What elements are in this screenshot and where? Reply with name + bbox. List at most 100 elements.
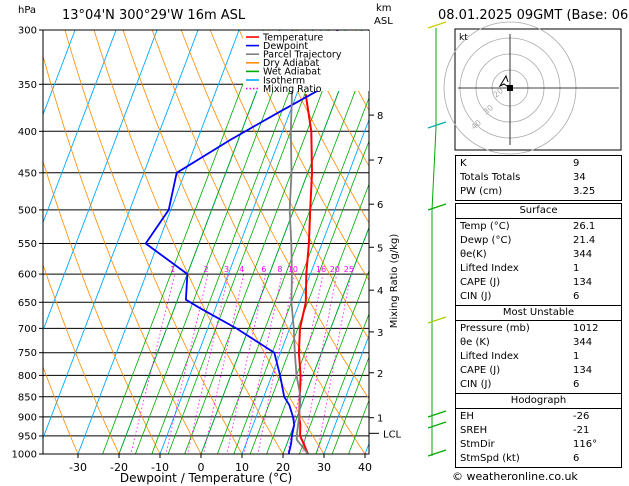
- wet-adiabat-line: [331, 355, 369, 454]
- isotherm-line: [43, 30, 76, 116]
- pressure-tick-label: 850: [18, 392, 37, 403]
- datetime-title: 08.01.2025 09GMT (Base: 06): [438, 8, 629, 23]
- isotherm-line: [0, 0, 18, 471]
- mixing-ratio-label: 6: [261, 265, 266, 274]
- wet-adiabat-line: [200, 30, 363, 454]
- dry-adiabat-line: [43, 263, 120, 454]
- pressure-tick-label: 750: [18, 348, 37, 359]
- mu-row-cin: CIN (J) 6: [460, 379, 580, 390]
- x-axis-label: Dewpoint / Temperature (°C): [120, 471, 292, 485]
- mixing-ratio-line: [316, 274, 352, 454]
- pressure-tick-label: 650: [18, 298, 37, 309]
- mixing-ratio-label: 2: [203, 265, 208, 274]
- mu-row-li: Lifted Index 1: [460, 351, 580, 362]
- isotherm-line: [241, 118, 369, 454]
- temperature-tick-label: 10: [235, 461, 249, 474]
- temperature-tick-label: -30: [69, 461, 87, 474]
- km-tick-label: 6: [377, 200, 383, 211]
- temperature-tick-label: -10: [151, 461, 169, 474]
- mixing-ratio-label: 4: [239, 265, 244, 274]
- mu-row-thetae: θe (K) 344: [460, 337, 593, 348]
- isotherm-line: [323, 334, 369, 454]
- legend-entry: Isotherm: [263, 75, 305, 86]
- pressure-tick-label: 300: [18, 26, 37, 37]
- dry-adiabat-line: [209, 30, 369, 340]
- legend-entry: Parcel Trajectory: [263, 50, 342, 61]
- mu-row-pressure: Pressure (mb) 1012: [460, 323, 599, 334]
- pressure-tick-label: 800: [18, 371, 37, 382]
- most-unstable-table: Most Unstable Pressure (mb) 1012 θe (K) 34…: [455, 305, 622, 394]
- pressure-tick-label: 500: [18, 205, 37, 216]
- legend-entry: Temperature: [262, 32, 323, 43]
- lcl-label: LCL: [383, 429, 402, 440]
- wind-barb: [427, 316, 447, 324]
- mixing-ratio-label: 8: [277, 265, 282, 274]
- wet-adiabat-line: [266, 183, 369, 454]
- surface-row-cape: CAPE (J) 134: [460, 277, 593, 288]
- km-tick-label: 7: [377, 156, 383, 167]
- legend-entry: Wet Adiabat: [263, 67, 321, 78]
- location-title: 13°04'N 300°29'W 16m ASL: [62, 8, 246, 23]
- dry-adiabat-line: [64, 30, 243, 454]
- temperature-tick-label: 0: [198, 461, 205, 474]
- pressure-tick-label: 350: [18, 80, 37, 91]
- legend-entry: Dewpoint: [263, 41, 308, 52]
- isotherm-line: [43, 30, 199, 440]
- wet-adiabat-line: [348, 399, 369, 454]
- legend-box: [243, 31, 369, 91]
- most-unstable-title: Most Unstable: [456, 306, 621, 321]
- isotherm-line: [159, 30, 322, 454]
- wind-barb: [427, 21, 447, 29]
- surface-row-li: Lifted Index 1: [460, 263, 580, 274]
- wet-adiabat-line: [134, 30, 297, 454]
- storm-motion-marker: [507, 85, 513, 91]
- temperature-tick-label: 20: [276, 461, 290, 474]
- legend-entry: Mixing Ratio: [263, 84, 322, 95]
- pressure-tick-label: 900: [18, 412, 37, 423]
- surface-row-dewp: Dewp (°C) 21.4: [460, 235, 596, 246]
- surface-table: Surface Temp (°C) 26.1 Dewp (°C) 21.4 θe(K…: [455, 203, 622, 306]
- hodo-row-stmdir: StmDir 116°: [460, 439, 598, 450]
- wet-adiabat-line: [298, 269, 369, 454]
- index-row-totals: Totals Totals 34: [460, 172, 586, 183]
- pressure-tick-label: 1000: [12, 450, 37, 461]
- mixing-ratio-line: [165, 274, 209, 454]
- hodo-row-sreh: SREH -21: [460, 425, 590, 436]
- hodo-row-eh: EH -26: [460, 411, 590, 422]
- hodo-row-stmspd: StmSpd (kt) 6: [460, 453, 580, 464]
- surface-row-thetae: θe(K) 344: [460, 249, 593, 260]
- temperature-tick-label: 40: [358, 461, 372, 474]
- surface-row-temp: Temp (°C) 26.1: [460, 221, 596, 232]
- wind-barb: [427, 121, 447, 129]
- mixing-ratio-line: [130, 274, 176, 454]
- wind-barb: [427, 449, 447, 457]
- asl-label: ASL: [374, 16, 393, 27]
- surface-row-cin: CIN (J) 6: [460, 291, 580, 302]
- copyright: © weatheronline.co.uk: [452, 470, 578, 483]
- km-tick-label: 8: [377, 111, 383, 122]
- wet-adiabat-line: [249, 139, 369, 454]
- pressure-tick-label: 450: [18, 168, 37, 179]
- temperature-tick-label: 30: [317, 461, 331, 474]
- wet-adiabat-line: [151, 30, 314, 454]
- dry-adiabat-line: [43, 54, 202, 454]
- isotherm-line: [77, 30, 240, 454]
- wet-adiabat-line: [167, 30, 330, 454]
- km-tick-label: 3: [377, 328, 383, 339]
- mixing-ratio-label: 25: [344, 265, 354, 274]
- km-tick-label: 5: [377, 243, 383, 254]
- wind-barb: [427, 421, 447, 429]
- profile-temperature: [297, 94, 314, 454]
- wind-profile-line: [431, 28, 437, 456]
- wind-barb: [427, 410, 447, 418]
- hpa-label: hPa: [18, 5, 37, 16]
- wet-adiabat-line: [102, 30, 264, 454]
- mixing-ratio-label: 3: [224, 265, 229, 274]
- pressure-tick-label: 700: [18, 324, 37, 335]
- isotherm-line: [43, 30, 158, 332]
- profile-parcel-trajectory: [288, 30, 309, 454]
- km-label: km: [376, 3, 392, 14]
